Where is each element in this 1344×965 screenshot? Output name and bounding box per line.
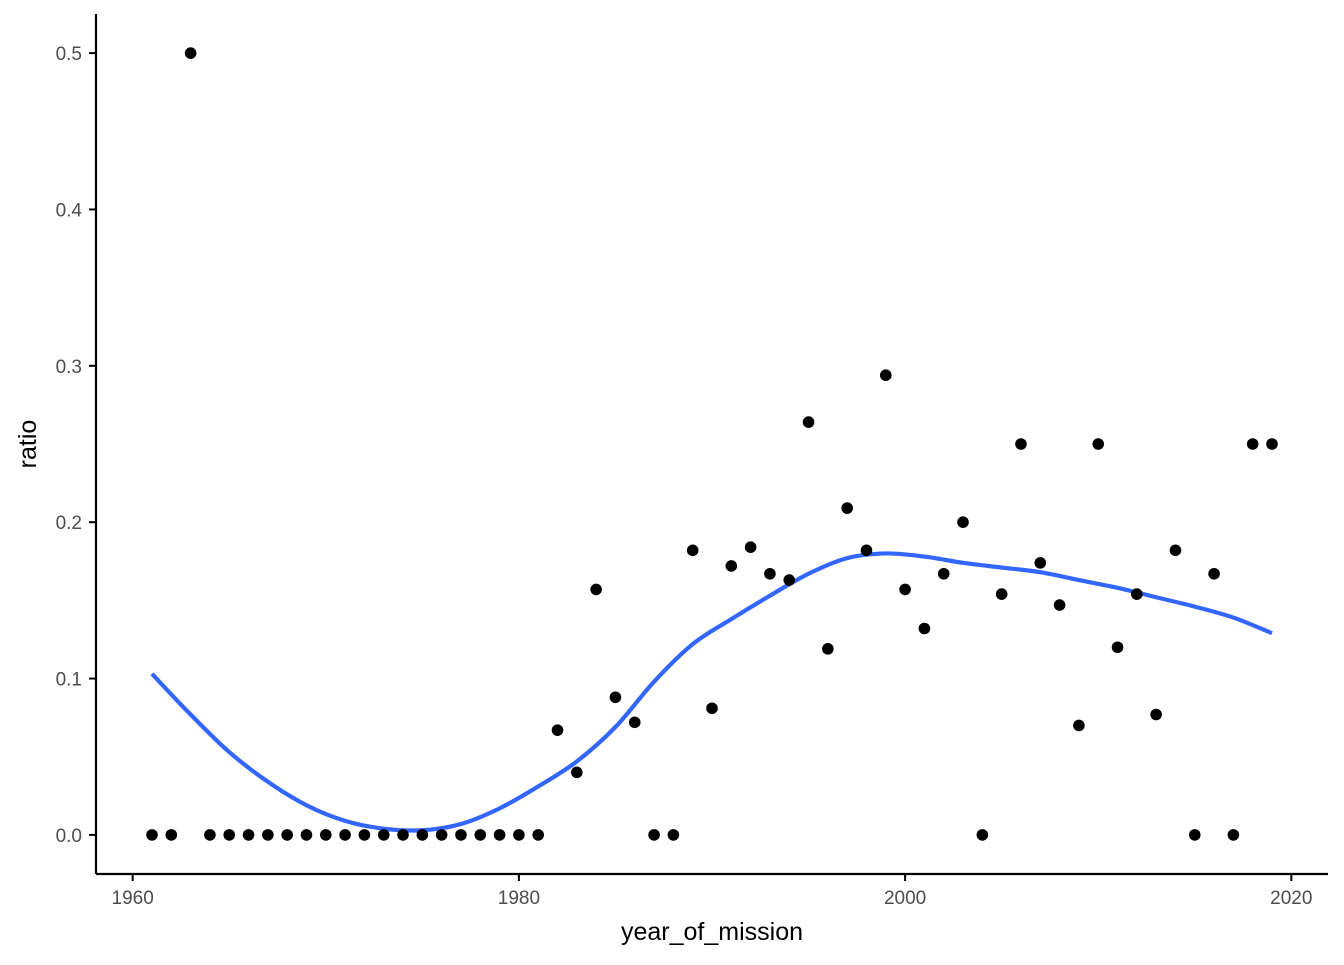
data-point bbox=[223, 829, 236, 841]
data-point bbox=[783, 574, 796, 586]
data-point bbox=[976, 829, 989, 841]
data-point bbox=[242, 829, 255, 841]
data-point bbox=[416, 829, 429, 841]
data-point bbox=[184, 47, 197, 59]
y-tick-label: 0.5 bbox=[56, 44, 82, 65]
data-point bbox=[822, 643, 834, 655]
data-point bbox=[474, 829, 487, 841]
y-axis-title: ratio bbox=[14, 420, 42, 469]
data-point bbox=[899, 583, 911, 596]
data-point bbox=[455, 829, 467, 841]
data-point bbox=[146, 829, 158, 841]
data-point bbox=[1034, 557, 1047, 569]
x-tick-label: 2000 bbox=[884, 888, 926, 909]
data-point bbox=[667, 829, 680, 841]
data-point bbox=[1208, 567, 1220, 580]
data-point bbox=[1169, 544, 1182, 557]
data-point bbox=[1246, 438, 1259, 450]
x-tick-label: 1980 bbox=[498, 888, 540, 909]
data-point bbox=[339, 829, 351, 841]
data-point bbox=[262, 829, 274, 841]
y-tick-label: 0.0 bbox=[56, 826, 82, 847]
data-point bbox=[1111, 641, 1124, 654]
data-point bbox=[686, 544, 699, 557]
data-point bbox=[918, 622, 931, 635]
data-point bbox=[628, 716, 641, 729]
data-point bbox=[706, 702, 718, 715]
x-axis-ticks: 1960 1980 2000 2020 bbox=[112, 874, 1312, 909]
data-point bbox=[1188, 829, 1201, 841]
data-point bbox=[281, 829, 293, 841]
data-point bbox=[995, 588, 1008, 600]
y-tick-label: 0.4 bbox=[56, 200, 83, 221]
data-point bbox=[358, 829, 371, 841]
points-layer bbox=[146, 47, 1278, 841]
y-axis-ticks: 0.0 0.1 0.2 0.3 0.4 0.5 bbox=[56, 44, 96, 847]
data-point bbox=[1053, 599, 1066, 611]
data-point bbox=[590, 583, 602, 596]
data-point bbox=[435, 829, 448, 841]
y-tick-label: 0.3 bbox=[56, 357, 82, 378]
smooth-trend-line bbox=[150, 551, 1273, 833]
y-tick-label: 0.1 bbox=[56, 670, 82, 691]
data-point bbox=[937, 567, 950, 580]
data-point bbox=[609, 691, 622, 704]
data-point bbox=[397, 829, 409, 841]
data-point bbox=[165, 829, 178, 841]
data-point bbox=[1073, 719, 1085, 732]
data-point bbox=[744, 541, 757, 553]
x-tick-label: 2020 bbox=[1270, 888, 1312, 909]
data-point bbox=[1092, 438, 1105, 450]
data-point bbox=[879, 369, 892, 382]
data-point bbox=[571, 766, 583, 779]
smooth-line-layer bbox=[150, 551, 1273, 833]
data-point bbox=[551, 724, 564, 736]
data-point bbox=[1015, 438, 1027, 450]
x-tick-label: 1960 bbox=[112, 888, 154, 909]
data-point bbox=[1227, 829, 1240, 841]
data-point bbox=[802, 416, 815, 428]
data-point bbox=[725, 560, 738, 572]
data-point bbox=[1150, 708, 1162, 721]
data-point bbox=[493, 829, 506, 841]
data-point bbox=[319, 829, 332, 841]
data-point bbox=[1131, 588, 1143, 600]
data-point bbox=[957, 516, 969, 528]
data-point bbox=[204, 829, 216, 841]
data-point bbox=[300, 829, 313, 841]
y-tick-label: 0.2 bbox=[56, 513, 82, 534]
data-point bbox=[841, 502, 853, 514]
x-axis-title: year_of_mission bbox=[621, 918, 803, 946]
data-point bbox=[1266, 438, 1278, 450]
data-point bbox=[860, 544, 873, 557]
data-point bbox=[764, 567, 776, 580]
data-point bbox=[377, 829, 390, 841]
data-point bbox=[513, 829, 525, 841]
data-point bbox=[532, 829, 545, 841]
data-point bbox=[648, 829, 660, 841]
